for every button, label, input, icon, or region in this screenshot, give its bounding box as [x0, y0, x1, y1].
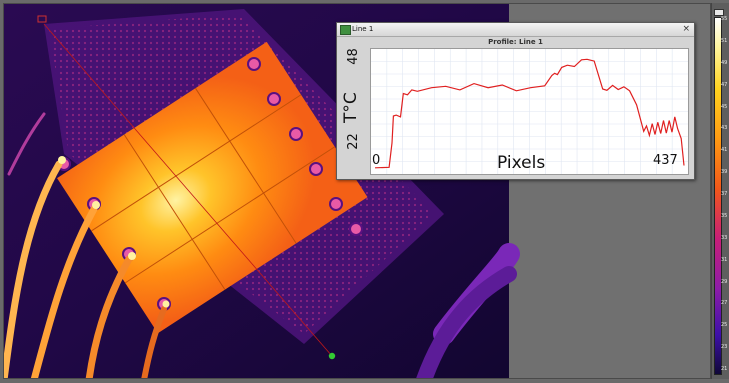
palette-tick-label: 35 [721, 212, 728, 219]
palette-tick-label: 21 [721, 366, 728, 372]
palette-tick-label: 51 [721, 37, 728, 44]
close-button[interactable]: × [682, 24, 690, 34]
palette-tick-label: 23 [721, 344, 728, 351]
palette-tick-label: 45 [721, 103, 728, 110]
palette-tick-label: 31 [721, 256, 728, 263]
chart-title: Profile: Line 1 [488, 38, 543, 46]
palette-tick-label: 39 [721, 169, 728, 176]
window-title: Line 1 [352, 25, 374, 33]
x-tick-min: 0 [372, 153, 381, 168]
profile-line[interactable] [43, 23, 333, 357]
palette-scale: 55 51 49 47 45 43 41 39 37 35 33 31 29 27 25 23 21 [721, 17, 729, 373]
palette-tick-label: 29 [721, 278, 728, 285]
profile-series-line [374, 58, 685, 169]
y-axis-label: T°C [341, 92, 361, 123]
palette-tick-label: 47 [721, 81, 728, 88]
chart-icon [340, 25, 351, 35]
y-tick-min: 22 [345, 133, 361, 150]
x-axis-label: Pixels [497, 153, 546, 173]
palette-tick-label: 49 [721, 59, 728, 66]
color-palette-bar: 55 51 49 47 45 43 41 39 37 35 33 31 29 27 25 23 21 [711, 3, 729, 379]
palette-tick-label: 33 [721, 234, 728, 241]
y-tick-max: 48 [345, 48, 361, 65]
profile-chart [371, 49, 688, 174]
palette-gradient [714, 17, 722, 375]
palette-tick-label: 41 [721, 147, 728, 154]
palette-tick-label: 27 [721, 300, 728, 307]
x-tick-max: 437 [653, 153, 678, 168]
thermal-image [4, 4, 710, 378]
line-start-marker[interactable] [37, 15, 47, 23]
line-end-marker[interactable] [328, 352, 336, 360]
profile-plot-area[interactable] [370, 48, 689, 175]
line-profile-window[interactable]: Line 1 × Profile: Line 1 T°C 48 22 0 Pix… [336, 22, 695, 180]
palette-tick-label: 25 [721, 322, 728, 329]
palette-tick-label: 43 [721, 125, 728, 132]
palette-slider-handle[interactable] [714, 9, 724, 16]
palette-tick-label: 55 [721, 16, 728, 22]
window-titlebar[interactable]: Line 1 × [337, 23, 694, 37]
palette-tick-label: 37 [721, 191, 728, 197]
